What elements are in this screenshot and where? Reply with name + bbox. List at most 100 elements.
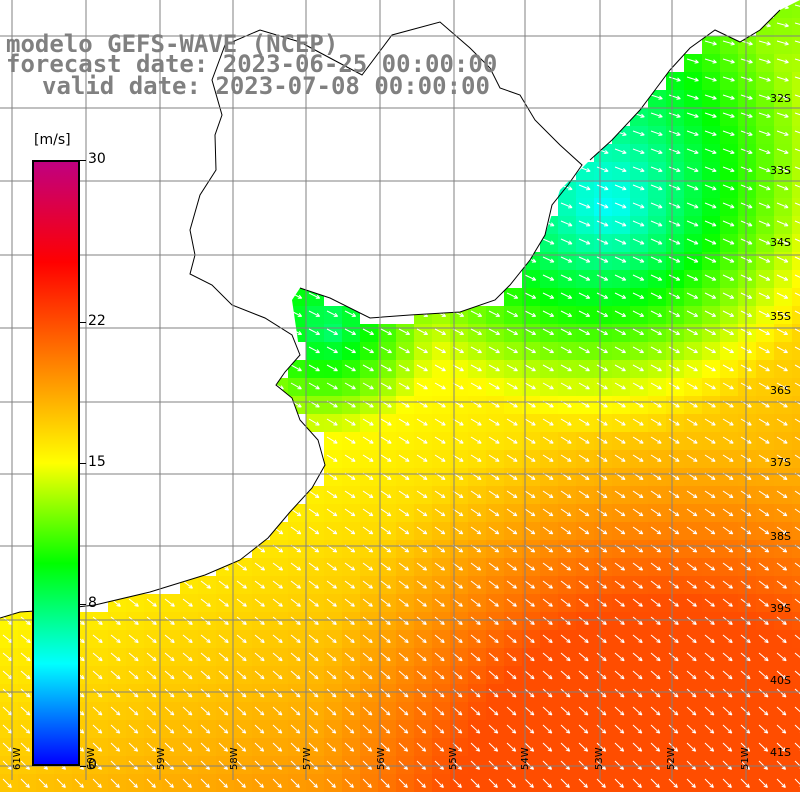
wind-arrow <box>200 652 211 662</box>
wind-arrow <box>542 580 553 589</box>
speed-cell <box>216 774 234 792</box>
wind-arrow <box>758 310 771 317</box>
wind-arrow <box>758 292 771 299</box>
wind-arrow <box>272 688 283 698</box>
wind-arrow <box>452 652 463 662</box>
wind-arrow <box>416 688 427 698</box>
speed-cell <box>666 288 684 306</box>
speed-cell <box>144 684 162 702</box>
speed-cell <box>792 522 800 540</box>
speed-cell <box>666 648 684 666</box>
wind-arrow <box>344 454 356 462</box>
speed-cell <box>306 756 324 774</box>
speed-cell <box>756 720 774 738</box>
speed-cell <box>576 702 594 720</box>
speed-cell <box>576 288 594 306</box>
wind-arrow <box>470 634 481 644</box>
wind-arrow <box>290 724 301 734</box>
wind-arrow <box>254 742 265 752</box>
wind-arrow <box>596 634 607 644</box>
speed-cell <box>612 162 630 180</box>
speed-cell <box>630 252 648 270</box>
wind-arrow <box>776 130 789 136</box>
wind-arrow <box>794 310 800 315</box>
speed-cell <box>720 216 738 234</box>
speed-cell <box>684 252 702 270</box>
wind-arrow <box>416 346 428 354</box>
speed-cell <box>342 666 360 684</box>
wind-arrow <box>560 670 571 680</box>
wind-arrow <box>542 346 554 354</box>
wind-arrow <box>776 184 789 191</box>
wind-arrow <box>578 346 590 354</box>
wind-arrow <box>722 202 735 209</box>
speed-cell <box>162 702 180 720</box>
wind-arrow <box>686 616 697 626</box>
speed-cell <box>126 630 144 648</box>
speed-cell <box>126 702 144 720</box>
speed-cell <box>630 306 648 324</box>
wind-arrow <box>578 436 590 444</box>
wind-arrow <box>38 778 48 788</box>
wind-arrow <box>92 670 103 680</box>
wind-arrow <box>290 778 300 788</box>
wind-arrow <box>722 562 734 571</box>
wind-arrow <box>686 508 698 517</box>
speed-cell <box>504 288 522 306</box>
wind-arrow <box>722 598 733 607</box>
wind-arrow <box>542 490 554 499</box>
speed-cell <box>666 180 684 198</box>
wind-arrow <box>704 454 716 462</box>
speed-cell <box>612 360 630 378</box>
wind-arrow <box>362 580 373 589</box>
colorbar-tick-mark <box>80 463 86 464</box>
speed-cell <box>612 306 630 324</box>
wind-arrow <box>668 382 680 390</box>
wind-arrow <box>776 238 789 245</box>
wind-arrow <box>578 418 590 426</box>
speed-cell <box>144 720 162 738</box>
speed-cell <box>342 684 360 702</box>
wind-arrow <box>506 418 518 426</box>
speed-cell <box>630 162 648 180</box>
speed-cell <box>126 594 144 612</box>
wind-arrow <box>668 202 681 209</box>
wind-arrow <box>164 670 175 680</box>
speed-cell <box>162 684 180 702</box>
wind-arrow <box>560 274 573 281</box>
wind-arrow <box>362 652 373 662</box>
speed-cell <box>504 738 522 756</box>
speed-cell <box>774 738 792 756</box>
speed-cell <box>360 630 378 648</box>
speed-cell <box>720 126 738 144</box>
speed-cell <box>630 270 648 288</box>
wind-arrow <box>146 706 157 716</box>
wind-arrow <box>776 328 789 336</box>
wind-arrow <box>776 256 789 263</box>
wind-arrow <box>542 670 553 680</box>
speed-cell <box>684 198 702 216</box>
speed-cell <box>648 360 666 378</box>
speed-cell <box>450 666 468 684</box>
wind-arrow <box>668 724 679 734</box>
wind-arrow <box>596 310 609 317</box>
wind-arrow <box>650 112 663 118</box>
wind-arrow <box>362 670 373 680</box>
wind-arrow <box>650 346 662 354</box>
speed-cell <box>774 90 792 108</box>
wind-arrow <box>722 310 735 317</box>
wind-arrow <box>398 526 410 535</box>
wind-arrow <box>794 112 800 116</box>
speed-cell <box>180 684 198 702</box>
speed-cell <box>720 360 738 378</box>
colorbar-tick-label: 30 <box>88 151 106 167</box>
wind-arrow <box>614 454 626 462</box>
speed-cell <box>774 72 792 90</box>
wind-arrow <box>380 670 391 680</box>
wind-arrow <box>578 310 591 317</box>
wind-arrow <box>506 652 517 662</box>
speed-cell <box>792 558 800 576</box>
wind-arrow <box>290 598 301 607</box>
speed-cell <box>522 648 540 666</box>
speed-cell <box>432 774 450 792</box>
